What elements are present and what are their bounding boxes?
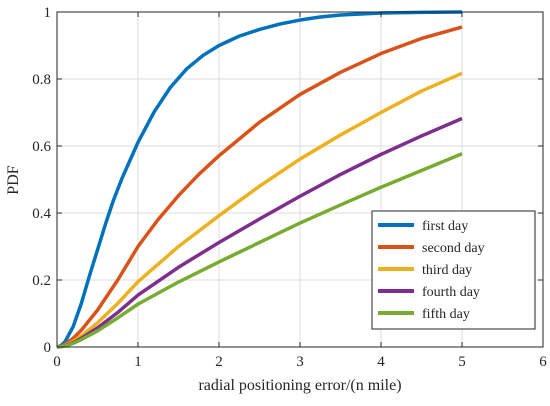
x-tick-label: 1 — [134, 354, 142, 370]
tick-labels: 0 1 2 3 4 5 6 0 0.2 0.4 0.6 0.8 1 — [32, 5, 547, 370]
x-tick-label: 0 — [53, 354, 61, 370]
y-tick-label: 0.8 — [32, 72, 51, 88]
y-tick-label: 0.6 — [32, 139, 51, 155]
series-line-5 — [56, 152, 463, 349]
y-tick-label: 0 — [44, 340, 52, 356]
axis-ticks — [56, 11, 544, 348]
legend: first day second day third day fourth day fi… — [371, 210, 536, 330]
series-line-1 — [56, 10, 463, 349]
x-axis-label: radial positioning error/(n mile) — [198, 377, 401, 394]
legend-label: first day — [422, 219, 468, 234]
y-tick-label: 0.4 — [32, 206, 51, 222]
y-axis-label: PDF — [5, 165, 22, 194]
series-line-2 — [56, 25, 463, 349]
legend-label: third day — [422, 263, 472, 278]
legend-label: fourth day — [422, 285, 480, 300]
series-lines — [56, 10, 463, 349]
legend-label: second day — [422, 241, 485, 256]
legend-label: fifth day — [422, 307, 470, 322]
x-tick-label: 5 — [458, 354, 466, 370]
x-tick-label: 6 — [539, 354, 547, 370]
x-tick-label: 2 — [215, 354, 223, 370]
y-tick-label: 1 — [44, 5, 52, 21]
x-tick-label: 3 — [296, 354, 304, 370]
x-tick-label: 4 — [377, 354, 385, 370]
y-tick-label: 0.2 — [32, 273, 51, 289]
